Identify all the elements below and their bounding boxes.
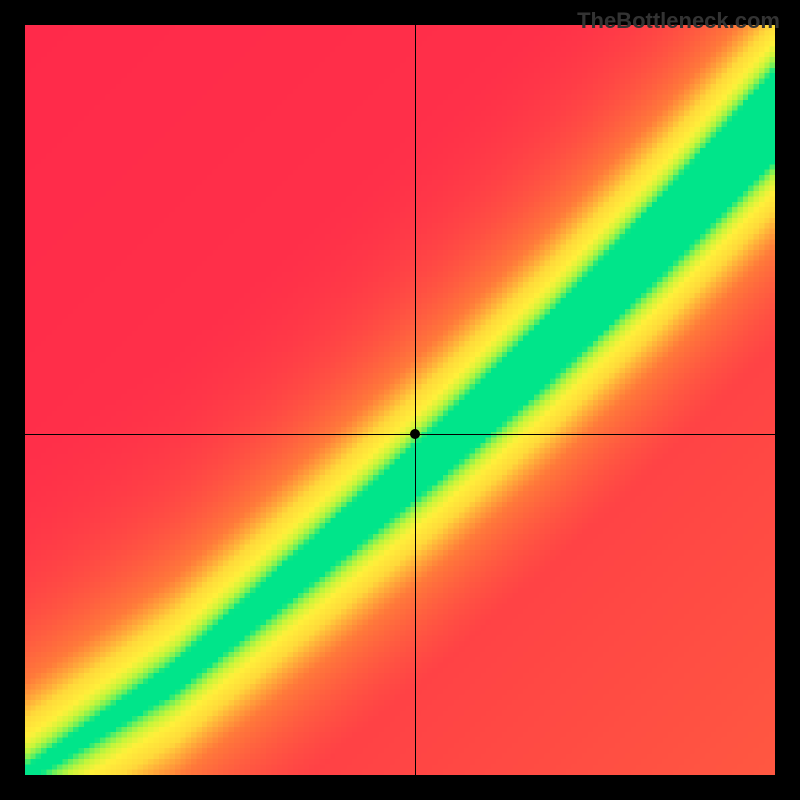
crosshair-marker: [410, 429, 420, 439]
watermark: TheBottleneck.com: [577, 8, 780, 34]
crosshair-vertical: [415, 25, 416, 775]
plot-area: [25, 25, 775, 775]
crosshair-horizontal: [25, 434, 775, 435]
heatmap-canvas: [25, 25, 775, 775]
